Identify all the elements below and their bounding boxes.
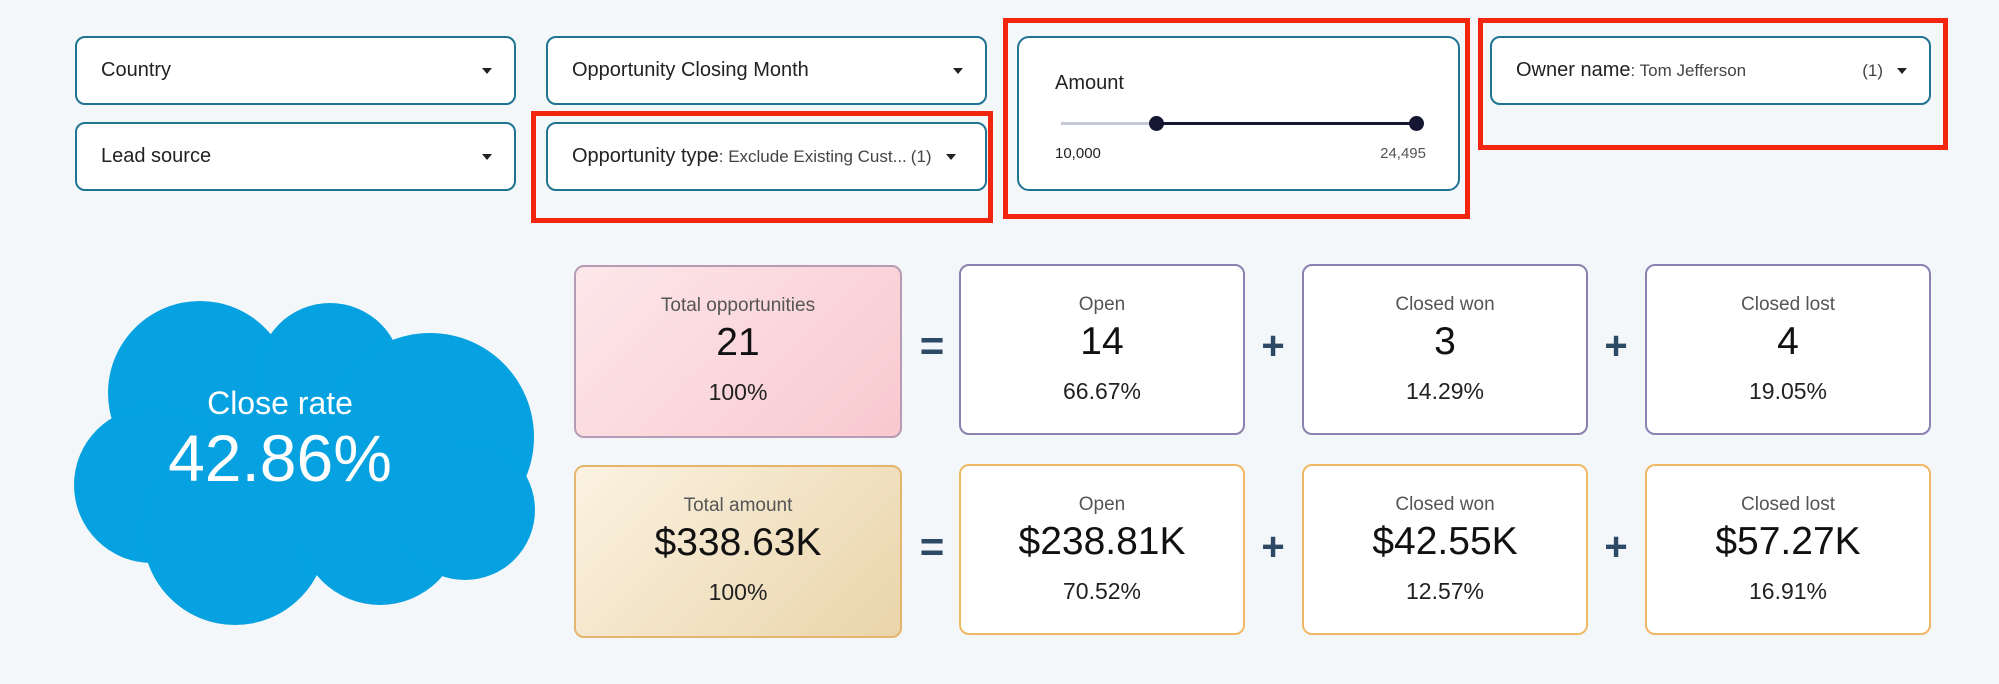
card-percent: 12.57% [1405, 578, 1484, 604]
amount-slider-range [1156, 122, 1416, 125]
card-value: $57.27K [1715, 520, 1861, 563]
card-value: 14 [1080, 320, 1124, 363]
opportunity-type-filter-label: Opportunity type [572, 145, 719, 167]
card-percent: 19.05% [1748, 378, 1827, 404]
card-percent: 100% [708, 579, 768, 605]
card-value: 21 [716, 321, 760, 364]
amount-slider-min-handle[interactable] [1149, 116, 1165, 131]
open-amount-card: Open $238.81K 70.52% [959, 464, 1245, 635]
card-title: Total opportunities [660, 295, 816, 316]
country-filter[interactable]: Country [75, 36, 516, 105]
chevron-down-icon[interactable] [1897, 67, 1907, 74]
card-title: Closed won [1395, 494, 1495, 515]
opportunity-type-filter-value: : Exclude Existing Cust... [718, 146, 907, 166]
card-title: Open [1078, 294, 1126, 315]
closing-month-filter[interactable]: Opportunity Closing Month [546, 36, 987, 105]
card-value: 4 [1777, 320, 1799, 363]
closed-won-opportunities-card: Closed won 3 14.29% [1302, 264, 1588, 435]
card-value: $338.63K [654, 521, 822, 564]
amount-slider-min-value: 10,000 [1055, 145, 1101, 162]
closed-lost-opportunities-card: Closed lost 4 19.05% [1645, 264, 1931, 435]
owner-name-filter-count: (1) [1862, 60, 1883, 80]
salesforce-cloud-icon [74, 301, 535, 625]
plus-operator: + [1604, 525, 1628, 569]
card-percent: 66.67% [1062, 378, 1141, 404]
chevron-down-icon[interactable] [945, 153, 956, 160]
card-value: $42.55K [1372, 520, 1518, 563]
card-percent: 14.29% [1405, 378, 1484, 404]
plus-operator: + [1261, 324, 1285, 368]
owner-name-filter-value: : Tom Jefferson [1630, 60, 1747, 80]
amount-slider-max-value: 24,495 [1380, 145, 1426, 162]
card-value: $238.81K [1018, 520, 1186, 563]
plus-operator: + [1604, 324, 1628, 368]
close-rate-kpi: Close rate 42.86% [40, 385, 520, 496]
close-rate-title: Close rate [207, 385, 353, 421]
equals-operator: = [919, 322, 945, 369]
owner-name-filter-label: Owner name [1516, 59, 1631, 81]
closed-lost-amount-card: Closed lost $57.27K 16.91% [1645, 464, 1931, 635]
card-title: Closed won [1395, 294, 1495, 315]
card-percent: 100% [708, 379, 768, 405]
chevron-down-icon[interactable] [482, 153, 492, 160]
card-value: 3 [1434, 320, 1456, 363]
card-title: Closed lost [1741, 294, 1835, 315]
open-opportunities-card: Open 14 66.67% [959, 264, 1245, 435]
owner-name-filter[interactable]: Owner name : Tom Jefferson (1) [1490, 36, 1931, 105]
chevron-down-icon[interactable] [482, 67, 492, 74]
amount-slider-label: Amount [1055, 72, 1124, 94]
opportunity-type-filter-count: (1) [910, 146, 932, 166]
total-amount-card: Total amount $338.63K 100% [574, 465, 902, 638]
card-title: Closed lost [1741, 494, 1835, 515]
lead-source-filter-label: Lead source [101, 145, 212, 167]
card-percent: 16.91% [1748, 578, 1827, 604]
equals-operator: = [919, 523, 945, 570]
opportunity-type-filter[interactable]: Opportunity type : Exclude Existing Cust… [546, 122, 987, 191]
chevron-down-icon[interactable] [953, 67, 963, 74]
closed-won-amount-card: Closed won $42.55K 12.57% [1302, 464, 1588, 635]
card-title: Open [1078, 494, 1126, 515]
closing-month-filter-label: Opportunity Closing Month [572, 59, 809, 81]
amount-slider-filter[interactable]: Amount 10,000 24,495 [1017, 36, 1460, 191]
plus-operator: + [1261, 525, 1285, 569]
country-filter-label: Country [101, 59, 172, 81]
card-percent: 70.52% [1062, 578, 1141, 604]
amount-slider-max-handle[interactable] [1408, 116, 1424, 131]
card-title: Total amount [683, 495, 793, 516]
total-opportunities-card: Total opportunities 21 100% [574, 265, 902, 438]
lead-source-filter[interactable]: Lead source [75, 122, 516, 191]
close-rate-value: 42.86% [168, 421, 392, 495]
